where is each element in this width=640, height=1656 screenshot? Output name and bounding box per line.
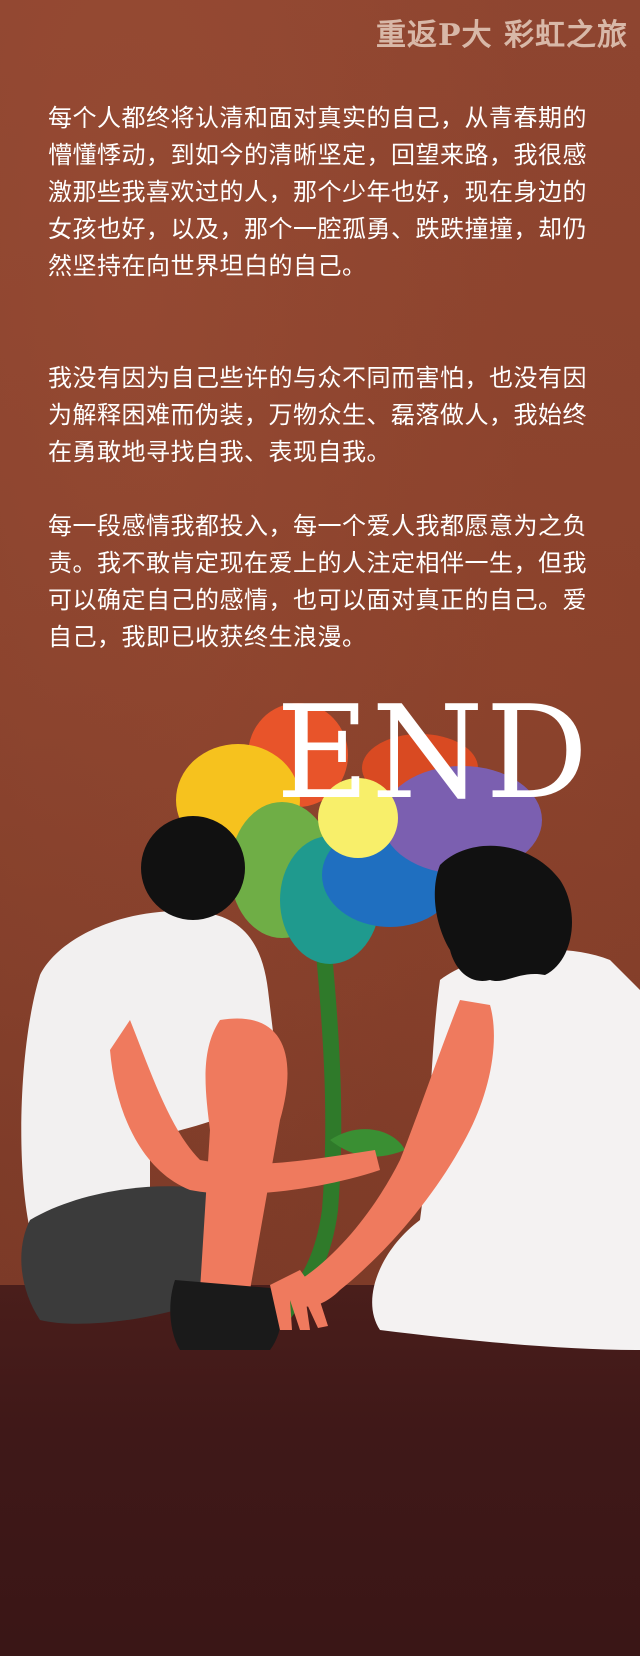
flower-center: [318, 778, 398, 858]
header-title: 重返P大 彩虹之旅: [375, 18, 628, 53]
flower-leaf: [330, 1129, 405, 1157]
boy-shirt: [21, 910, 281, 1230]
girl-hair: [434, 845, 572, 982]
girl-hand: [270, 1270, 328, 1330]
boy-head: [141, 816, 245, 920]
end-title: END: [276, 679, 591, 828]
girl-arm: [290, 1000, 494, 1307]
couple-illustration: [21, 744, 640, 1350]
girl-dress: [372, 949, 640, 1350]
boy-arm: [110, 1020, 380, 1194]
boy-shoe: [170, 1280, 282, 1350]
paragraph-3: 每一段感情我都投入，每一个爱人我都愿意为之负责。我不敢肯定现在爱上的人注定相伴一…: [48, 512, 587, 651]
paragraph-1: 每个人都终将认清和面对真实的自己，从青春期的懵懂悸动，到如今的清晰坚定，回望来路…: [48, 104, 587, 280]
boy-leg: [200, 1018, 288, 1290]
floor-background: [0, 1285, 640, 1656]
paragraph-2: 我没有因为自己些许的与众不同而害怕，也没有因为解释困难而伪装，万物众生、磊落做人…: [48, 364, 587, 466]
